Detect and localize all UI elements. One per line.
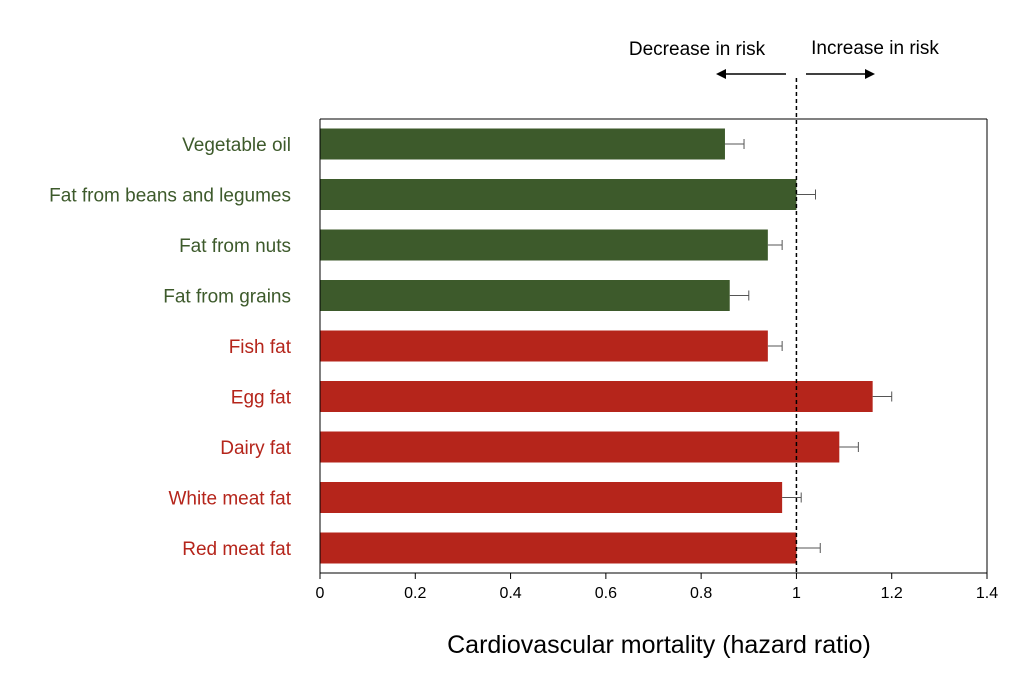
bars-layer — [320, 128, 873, 564]
bar-4 — [320, 330, 768, 362]
error-bar-1 — [796, 189, 816, 200]
x-tick-label-7: 1.4 — [976, 585, 998, 602]
bar-2 — [320, 229, 768, 261]
error-bar-5 — [872, 391, 893, 402]
error-bar-7 — [782, 492, 802, 503]
error-bars-layer — [724, 139, 893, 553]
category-label-7: White meat fat — [169, 489, 292, 510]
category-labels-layer: Vegetable oil Fat from beans and legumes F… — [49, 135, 292, 560]
x-ticks-layer: 0 0.2 0.4 0.6 0.8 1 1.2 1.4 — [316, 573, 998, 602]
category-label-8: Red meat fat — [182, 539, 291, 560]
error-bar-3 — [729, 290, 750, 301]
right-arrow-icon — [806, 69, 875, 79]
bar-6 — [320, 431, 840, 463]
bar-1 — [320, 179, 797, 210]
error-bar-2 — [767, 240, 783, 250]
error-bar-8 — [796, 543, 821, 553]
category-label-4: Fish fat — [229, 337, 292, 358]
x-tick-label-1: 0.2 — [404, 585, 426, 602]
category-label-6: Dairy fat — [220, 438, 291, 459]
increase-risk-label: Increase in risk — [811, 38, 939, 59]
error-bar-0 — [724, 139, 745, 149]
category-label-5: Egg fat — [231, 388, 292, 409]
category-label-2: Fat from nuts — [179, 236, 291, 257]
decrease-risk-label: Decrease in risk — [629, 39, 766, 60]
category-label-1: Fat from beans and legumes — [49, 186, 291, 207]
bar-0 — [320, 128, 725, 160]
bar-8 — [320, 532, 797, 564]
left-arrow-icon — [716, 69, 786, 79]
x-tick-label-5: 1 — [792, 585, 801, 602]
x-tick-label-3: 0.6 — [595, 585, 617, 602]
x-tick-label-4: 0.8 — [690, 585, 712, 602]
bar-3 — [320, 280, 730, 311]
error-bar-6 — [839, 442, 859, 452]
error-bar-4 — [767, 341, 783, 351]
x-tick-label-0: 0 — [316, 585, 325, 602]
x-tick-label-2: 0.4 — [499, 585, 521, 602]
x-axis-title: Cardiovascular mortality (hazard ratio) — [447, 631, 871, 659]
category-label-0: Vegetable oil — [182, 135, 291, 156]
bar-7 — [320, 482, 783, 513]
x-tick-label-6: 1.2 — [881, 585, 903, 602]
category-label-3: Fat from grains — [163, 287, 291, 308]
bar-5 — [320, 381, 873, 412]
